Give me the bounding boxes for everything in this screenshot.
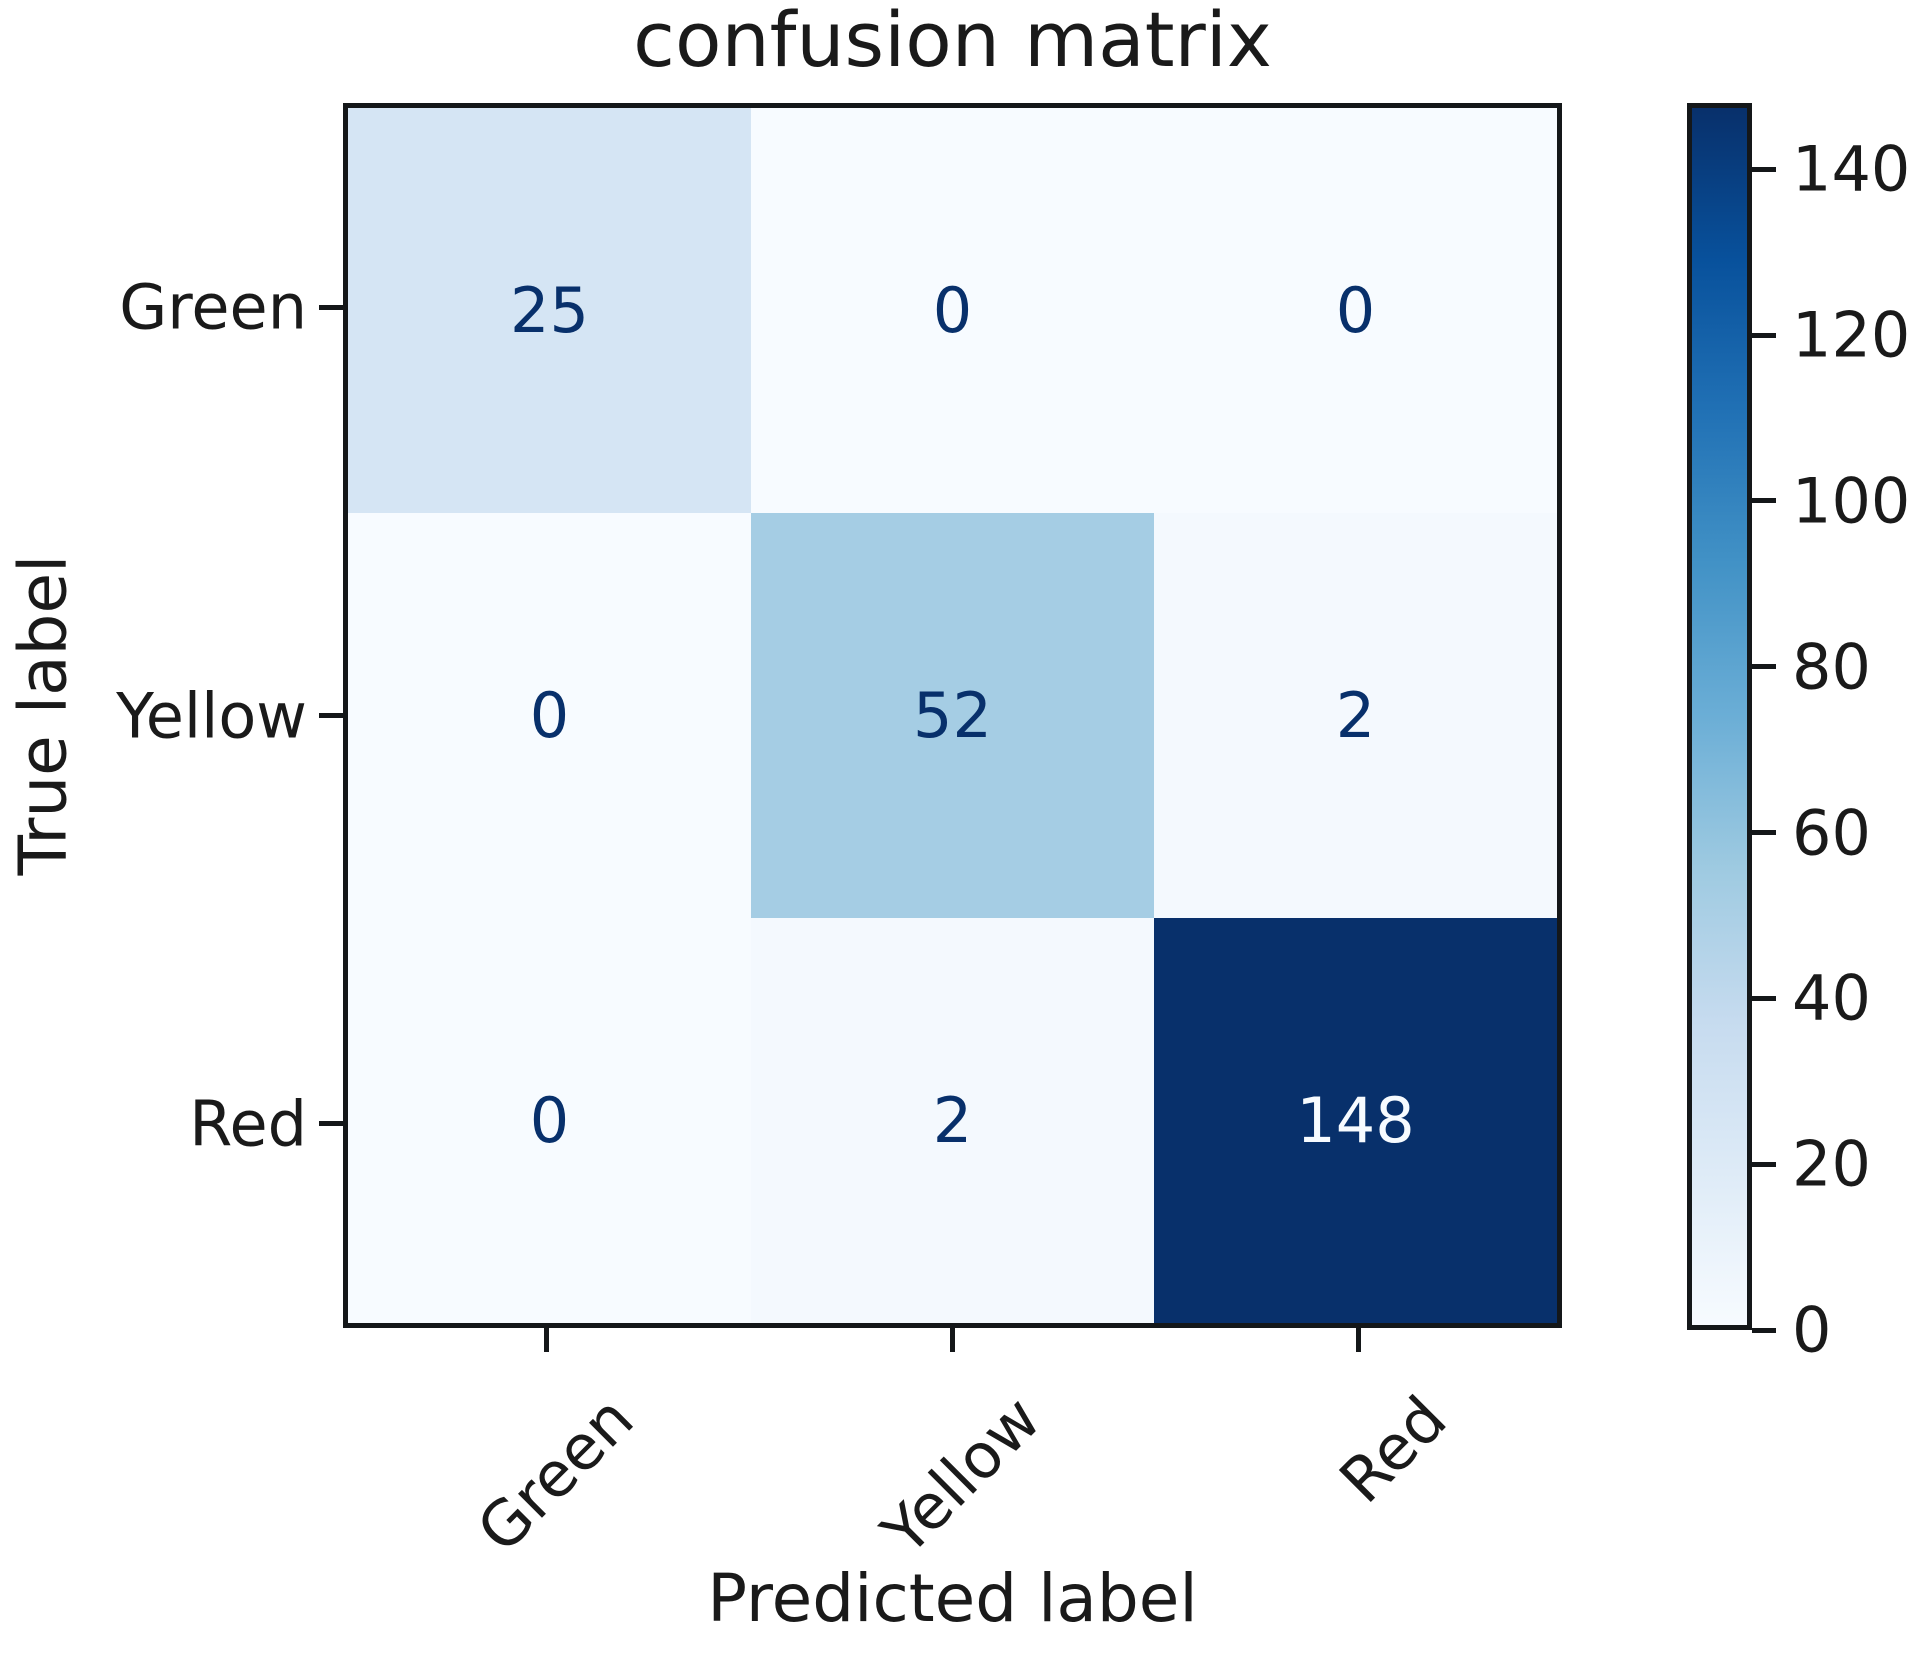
heatmap-cell: 2 (1154, 513, 1557, 918)
cell-value: 2 (932, 1084, 973, 1157)
heatmap-cell: 0 (751, 108, 1154, 513)
heatmap-cell: 0 (348, 513, 751, 918)
colorbar-tick-label: 60 (1792, 796, 1871, 870)
cell-value: 0 (529, 679, 570, 752)
y-tick-label: Yellow (116, 679, 307, 752)
cell-value: 2 (1335, 679, 1376, 752)
heatmap-cell: 52 (751, 513, 1154, 918)
axis-tick (319, 713, 343, 718)
axis-tick (1752, 498, 1776, 504)
colorbar-tick-label: 140 (1792, 132, 1911, 206)
axis-tick (1752, 995, 1776, 1001)
heatmap-cell: 148 (1154, 918, 1557, 1323)
heatmap-plot: 25 0 0 0 52 2 0 2 148 (343, 103, 1562, 1328)
heatmap-grid: 25 0 0 0 52 2 0 2 148 (348, 108, 1557, 1323)
cell-value: 148 (1296, 1084, 1415, 1157)
axis-tick (1752, 332, 1776, 338)
axis-tick (1752, 166, 1776, 172)
y-axis-label: True label (4, 554, 82, 876)
colorbar (1687, 103, 1752, 1330)
heatmap-cell: 0 (348, 918, 751, 1323)
axis-tick (1752, 1327, 1776, 1333)
x-tick-label: Red (1325, 1382, 1461, 1517)
axis-tick (1752, 830, 1776, 836)
heatmap-cell: 25 (348, 108, 751, 513)
colorbar-tick-label: 20 (1792, 1127, 1871, 1201)
chart-title: confusion matrix (633, 0, 1272, 84)
axis-tick (319, 1121, 343, 1127)
axis-tick (1356, 1328, 1362, 1352)
colorbar-tick-label: 0 (1792, 1293, 1832, 1367)
y-tick-label: Green (119, 270, 307, 344)
axis-tick (1752, 664, 1776, 670)
heatmap-cell: 0 (1154, 108, 1557, 513)
x-tick-label: Yellow (867, 1382, 1055, 1569)
colorbar-tick-label: 100 (1792, 464, 1911, 538)
axis-tick (543, 1328, 549, 1352)
cell-value: 0 (932, 274, 973, 347)
cell-value: 52 (913, 679, 992, 752)
cell-value: 0 (1335, 274, 1376, 347)
heatmap-cell: 2 (751, 918, 1154, 1323)
cell-value: 0 (529, 1084, 570, 1157)
x-tick-label: Green (463, 1382, 648, 1567)
x-axis-label: Predicted label (707, 1560, 1198, 1637)
colorbar-tick-label: 80 (1792, 630, 1871, 704)
y-tick-label: Red (189, 1087, 307, 1161)
axis-tick (319, 304, 343, 310)
axis-tick (950, 1328, 955, 1352)
colorbar-tick-label: 120 (1792, 298, 1911, 372)
colorbar-tick-label: 40 (1792, 961, 1871, 1035)
axis-tick (1752, 1161, 1776, 1167)
cell-value: 25 (510, 274, 589, 347)
